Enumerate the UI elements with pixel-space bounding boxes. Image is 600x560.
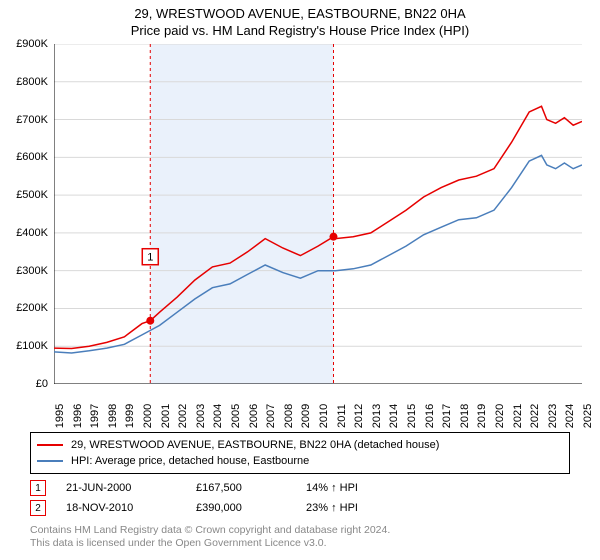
x-tick-label: 2008 bbox=[283, 404, 295, 428]
x-tick-label: 2019 bbox=[476, 404, 488, 428]
event-vs-hpi: 23% ↑ HPI bbox=[306, 502, 396, 514]
x-tick-label: 1997 bbox=[89, 404, 101, 428]
legend-row: 29, WRESTWOOD AVENUE, EASTBOURNE, BN22 0… bbox=[37, 437, 563, 453]
chart-area: 12 bbox=[54, 44, 582, 384]
x-tick-label: 2000 bbox=[142, 404, 154, 428]
event-price: £167,500 bbox=[196, 482, 286, 494]
event-marker-2: 2 bbox=[30, 500, 46, 516]
y-axis: £0£100K£200K£300K£400K£500K£600K£700K£80… bbox=[0, 44, 52, 384]
y-tick-label: £300K bbox=[16, 265, 48, 277]
footer: Contains HM Land Registry data © Crown c… bbox=[30, 524, 390, 550]
event-row: 1 21-JUN-2000 £167,500 14% ↑ HPI bbox=[30, 478, 570, 498]
title-block: 29, WRESTWOOD AVENUE, EASTBOURNE, BN22 0… bbox=[0, 0, 600, 40]
y-tick-label: £600K bbox=[16, 151, 48, 163]
x-tick-label: 2023 bbox=[547, 404, 559, 428]
event-date: 21-JUN-2000 bbox=[66, 482, 176, 494]
x-tick-label: 1998 bbox=[107, 404, 119, 428]
x-tick-label: 2015 bbox=[406, 404, 418, 428]
x-tick-label: 2013 bbox=[371, 404, 383, 428]
title-main: 29, WRESTWOOD AVENUE, EASTBOURNE, BN22 0… bbox=[0, 6, 600, 23]
x-tick-label: 1999 bbox=[124, 404, 136, 428]
y-tick-label: £0 bbox=[36, 378, 48, 390]
legend-label-1: 29, WRESTWOOD AVENUE, EASTBOURNE, BN22 0… bbox=[71, 439, 439, 451]
y-tick-label: £900K bbox=[16, 38, 48, 50]
x-tick-label: 2014 bbox=[388, 404, 400, 428]
legend-label-2: HPI: Average price, detached house, East… bbox=[71, 455, 309, 467]
x-tick-label: 2025 bbox=[582, 404, 594, 428]
x-tick-label: 2009 bbox=[300, 404, 312, 428]
x-tick-label: 2005 bbox=[230, 404, 242, 428]
x-tick-label: 2018 bbox=[459, 404, 471, 428]
x-tick-label: 2007 bbox=[265, 404, 277, 428]
y-tick-label: £700K bbox=[16, 114, 48, 126]
legend-row: HPI: Average price, detached house, East… bbox=[37, 453, 563, 469]
event-price: £390,000 bbox=[196, 502, 286, 514]
y-tick-label: £100K bbox=[16, 340, 48, 352]
x-tick-label: 2002 bbox=[177, 404, 189, 428]
legend-swatch-1 bbox=[37, 444, 63, 446]
x-tick-label: 1996 bbox=[72, 404, 84, 428]
chart-svg: 12 bbox=[54, 44, 582, 384]
svg-text:1: 1 bbox=[147, 252, 153, 264]
chart-container: 29, WRESTWOOD AVENUE, EASTBOURNE, BN22 0… bbox=[0, 0, 600, 560]
x-tick-label: 2024 bbox=[564, 404, 576, 428]
legend-box: 29, WRESTWOOD AVENUE, EASTBOURNE, BN22 0… bbox=[30, 432, 570, 474]
event-num: 1 bbox=[35, 483, 41, 494]
y-tick-label: £500K bbox=[16, 189, 48, 201]
x-tick-label: 2017 bbox=[441, 404, 453, 428]
x-tick-label: 2011 bbox=[336, 404, 348, 428]
x-tick-label: 2020 bbox=[494, 404, 506, 428]
x-tick-label: 2016 bbox=[424, 404, 436, 428]
x-tick-label: 2006 bbox=[248, 404, 260, 428]
event-date: 18-NOV-2010 bbox=[66, 502, 176, 514]
x-axis: 1995 1996 1997 1998 1999 2000 2001 2002 2003 2004… bbox=[54, 388, 582, 432]
x-tick-label: 2012 bbox=[353, 404, 365, 428]
x-tick-label: 2010 bbox=[318, 404, 330, 428]
event-marker-1: 1 bbox=[30, 480, 46, 496]
legend-swatch-2 bbox=[37, 460, 63, 462]
event-vs-hpi: 14% ↑ HPI bbox=[306, 482, 396, 494]
y-tick-label: £400K bbox=[16, 227, 48, 239]
events-block: 1 21-JUN-2000 £167,500 14% ↑ HPI 2 18-NO… bbox=[30, 478, 570, 518]
x-tick-label: 2004 bbox=[212, 404, 224, 428]
footer-line-1: Contains HM Land Registry data © Crown c… bbox=[30, 524, 390, 537]
footer-line-2: This data is licensed under the Open Gov… bbox=[30, 537, 390, 550]
x-tick-label: 2001 bbox=[160, 404, 172, 428]
event-row: 2 18-NOV-2010 £390,000 23% ↑ HPI bbox=[30, 498, 570, 518]
y-tick-label: £800K bbox=[16, 76, 48, 88]
x-tick-label: 2021 bbox=[512, 404, 524, 428]
x-tick-label: 2022 bbox=[529, 404, 541, 428]
event-num: 2 bbox=[35, 503, 41, 514]
title-sub: Price paid vs. HM Land Registry's House … bbox=[0, 23, 600, 40]
y-tick-label: £200K bbox=[16, 302, 48, 314]
x-tick-label: 2003 bbox=[195, 404, 207, 428]
x-tick-label: 1995 bbox=[54, 404, 66, 428]
